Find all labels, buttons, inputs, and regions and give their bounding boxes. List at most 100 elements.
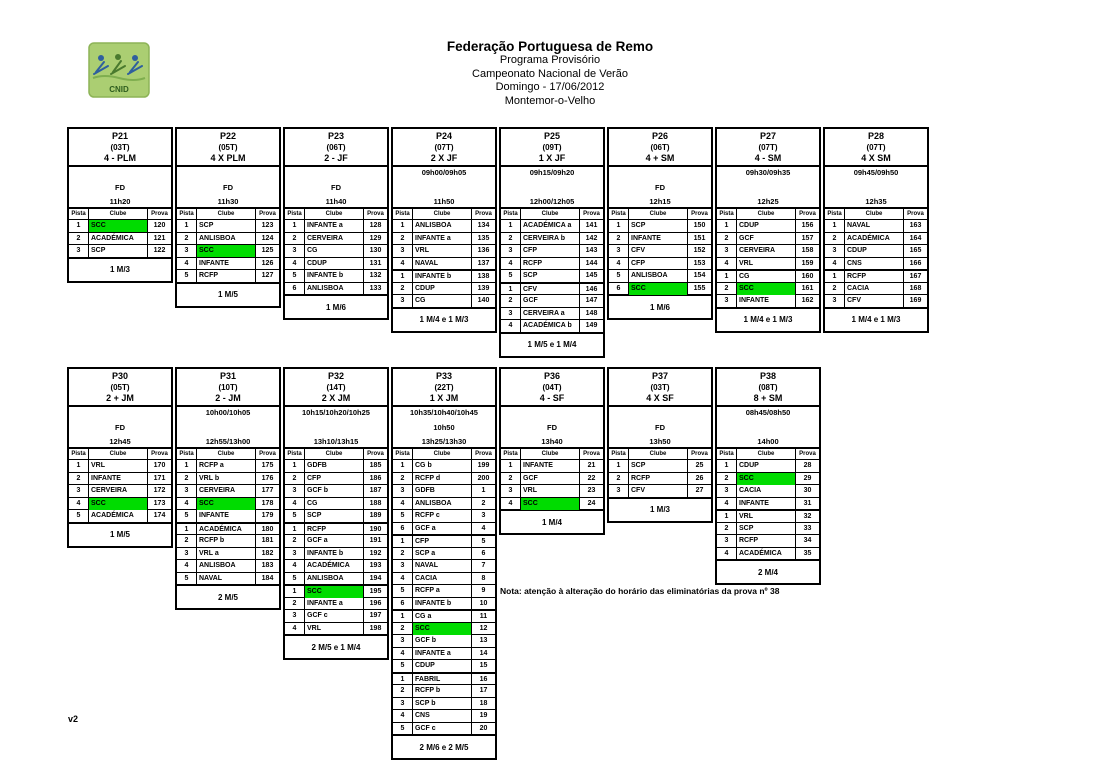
mid-time-line: [393, 183, 495, 192]
race-number-cell: 192: [363, 547, 387, 560]
race-code: P32: [327, 371, 344, 381]
race-table: P22 (05T) 4 X PLM FD 11h30 Pista Clube P…: [175, 127, 281, 308]
race-rows: 1 INFANTE a 128 2 CERVEIRA 129 3 CG 130 …: [285, 220, 387, 295]
race-table-header: P27 (07T) 4 - SM: [717, 129, 819, 167]
race-number-cell: 33: [795, 522, 819, 535]
club-cell: CFV: [631, 247, 645, 254]
heat-time-line: [609, 408, 711, 417]
club-cell: GCF: [523, 297, 538, 304]
lane-cell: 2: [285, 597, 305, 610]
table-row: 4 CG 188: [285, 497, 387, 510]
race-number-cell: 153: [687, 257, 711, 270]
table-row: 1 CG 160: [717, 270, 819, 283]
race-number-cell: 167: [903, 271, 927, 283]
lane-cell: 3: [717, 535, 737, 547]
date-subtitle: Domingo - 17/06/2012: [495, 81, 605, 93]
club-cell: CFV: [631, 487, 645, 494]
heat-time-line: 09h30/09h35: [745, 168, 791, 177]
lane-cell: 5: [609, 270, 629, 282]
race-number-cell: 10: [471, 597, 495, 610]
club-cell: CG: [739, 273, 750, 280]
race-times: 09h15/09h20 12h00/12h05: [501, 167, 603, 209]
race-times: FD 12h45: [69, 407, 171, 449]
club-cell: SCP b: [415, 699, 436, 707]
club-cell: CDUP: [307, 259, 327, 267]
lane-cell: 1: [393, 220, 413, 232]
lane-cell: 5: [177, 572, 197, 585]
race-number-cell: 18: [471, 697, 495, 710]
race-code: P37: [651, 371, 668, 381]
lane-cell: 2: [285, 232, 305, 245]
lane-cell: 3: [393, 485, 413, 497]
advancement-note: 1 M/5 e 1 M/4: [501, 332, 603, 356]
club-cell: INFANTE b: [307, 272, 344, 279]
club-cell: INFANTE a: [415, 234, 451, 242]
table-row: 6 ANLISBOA 133: [285, 282, 387, 295]
club-cell: GCF a: [307, 537, 328, 544]
column-header-row: Pista Clube Prova: [609, 449, 711, 460]
race-number-cell: 183: [255, 560, 279, 572]
race-entry-count: (14T): [326, 383, 346, 392]
race-rows: 1 CDUP 156 2 GCF 157 3 CERVEIRA 158 4 VR…: [717, 220, 819, 308]
lane-cell: 1: [69, 220, 89, 232]
race-times: 08h45/08h50 14h00: [717, 407, 819, 449]
club-cell: SCP: [739, 524, 754, 532]
club-cell: SCP: [631, 222, 646, 229]
table-row: 2 SCC 12: [393, 622, 495, 635]
club-cell: INFANTE: [199, 512, 229, 519]
column-header-lane: Pista: [285, 209, 305, 219]
boat-class: 4 X SF: [646, 393, 674, 403]
lane-cell: 4: [177, 257, 197, 270]
race-code: P30: [111, 371, 128, 381]
table-row: 2 RCFP 26: [609, 472, 711, 485]
table-row: 2 GCF 22: [501, 472, 603, 485]
column-header-lane: Pista: [609, 449, 629, 459]
table-row: 3 CERVEIRA 172: [69, 485, 171, 498]
lane-cell: 3: [177, 547, 197, 560]
club-cell: RCFP: [739, 537, 759, 544]
final-time-line: 11h40: [325, 197, 347, 206]
table-row: 5 SCP 189: [285, 510, 387, 523]
lane-cell: 1: [285, 220, 305, 232]
lane-cell: 5: [393, 660, 413, 672]
lane-cell: 1: [717, 271, 737, 283]
race-number-cell: 186: [363, 472, 387, 485]
lane-cell: 6: [285, 282, 305, 295]
club-cell: NAVAL: [415, 259, 439, 267]
lane-cell: 3: [393, 560, 413, 572]
club-cell: CNS: [415, 712, 430, 719]
document-header: Federação Portuguesa de Remo Programa Pr…: [0, 40, 1100, 108]
race-number-cell: 35: [795, 547, 819, 560]
lane-cell: 1: [825, 271, 845, 283]
club-cell: ACADÉMICA b: [523, 322, 572, 329]
race-entry-count: (03T): [650, 383, 670, 392]
race-table: P32 (14T) 2 X JM 10h15/10h20/10h25 13h10…: [283, 367, 389, 660]
club-cell: CACIA: [847, 284, 870, 292]
lane-cell: 3: [717, 295, 737, 307]
table-row: 2 INFANTE 171: [69, 472, 171, 485]
club-cell: ANLISBOA: [415, 222, 452, 229]
lane-cell: 1: [501, 460, 521, 472]
lane-cell: 3: [69, 245, 89, 257]
column-header-lane: Pista: [285, 449, 305, 459]
lane-cell: 1: [717, 460, 737, 472]
table-row: 2 ACADÉMICA 164: [825, 232, 927, 245]
lane-cell: 4: [501, 257, 521, 270]
lane-cell: 3: [285, 485, 305, 497]
lane-cell: 3: [393, 697, 413, 710]
table-row: 2 RCFP b 181: [177, 535, 279, 548]
final-time-line: 11h20: [109, 197, 131, 206]
lane-cell: 3: [69, 485, 89, 497]
race-rows: 1 ANLISBOA 134 2 INFANTE a 135 3 VRL 136…: [393, 220, 495, 308]
lane-cell: 2: [177, 472, 197, 485]
column-header-race: Prova: [795, 449, 819, 459]
column-header-row: Pista Clube Prova: [69, 449, 171, 460]
club-cell: SCP: [91, 247, 106, 254]
lane-cell: 4: [609, 257, 629, 270]
club-cell: CACIA: [739, 487, 762, 494]
advancement-note: 1 M/3: [69, 257, 171, 281]
page-title: Federação Portuguesa de Remo: [446, 39, 654, 54]
race-number-cell: 9: [471, 585, 495, 597]
table-row: 1 RCFP a 175: [177, 460, 279, 473]
table-row: 6 SCC 155: [609, 282, 711, 295]
